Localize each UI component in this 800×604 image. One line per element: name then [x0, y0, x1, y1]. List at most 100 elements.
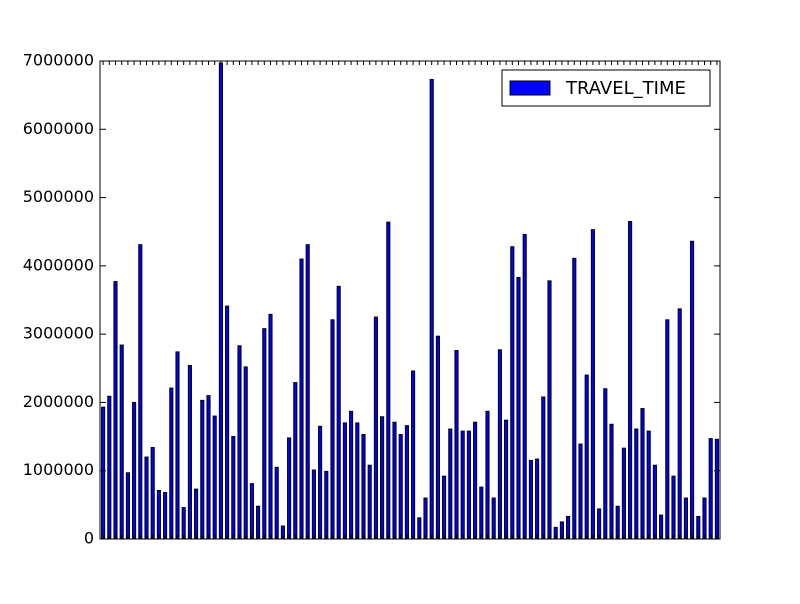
bar	[311, 469, 316, 540]
bar	[150, 446, 155, 540]
bar	[423, 497, 428, 540]
bar	[628, 220, 633, 540]
bar	[113, 281, 118, 540]
bar	[256, 505, 261, 540]
bar	[181, 507, 186, 540]
bar	[572, 257, 577, 540]
bar	[640, 408, 645, 540]
y-tick-label: 5000000	[23, 187, 94, 206]
bar	[442, 475, 447, 540]
bar	[355, 422, 360, 540]
bar	[342, 422, 347, 540]
bar	[156, 490, 161, 540]
bar	[132, 401, 137, 540]
bar	[702, 497, 707, 540]
bar	[380, 416, 385, 540]
plot-frame	[99, 60, 721, 540]
y-tick-label: 0	[84, 529, 94, 548]
bar	[665, 319, 670, 540]
bar	[491, 497, 496, 540]
bar	[163, 492, 168, 540]
bar	[367, 464, 372, 540]
y-tick-label: 4000000	[23, 255, 94, 274]
bar	[336, 285, 341, 540]
bar	[448, 428, 453, 540]
bar	[603, 388, 608, 540]
bar	[107, 395, 112, 540]
bar	[268, 313, 273, 540]
bar	[243, 366, 248, 540]
bar	[373, 316, 378, 540]
y-tick-label: 2000000	[23, 392, 94, 411]
bar	[361, 434, 366, 540]
bar	[225, 305, 230, 540]
legend-swatch	[509, 80, 551, 96]
bar	[485, 410, 490, 540]
bar	[144, 456, 149, 540]
bar	[398, 434, 403, 540]
bar	[597, 508, 602, 540]
bar	[479, 486, 484, 540]
bar	[404, 425, 409, 540]
bar	[138, 244, 143, 540]
bar	[497, 349, 502, 540]
bar	[206, 395, 211, 540]
bar	[541, 396, 546, 540]
bar	[101, 406, 106, 540]
bar	[119, 344, 124, 540]
y-tick-label: 6000000	[23, 119, 94, 138]
bar	[708, 438, 713, 540]
bar	[262, 328, 267, 540]
bar	[200, 399, 205, 540]
bar	[318, 425, 323, 540]
bar	[504, 419, 509, 540]
legend-label: TRAVEL_TIME	[565, 78, 686, 99]
bar	[615, 505, 620, 540]
bar	[466, 430, 471, 540]
bar	[411, 370, 416, 540]
bar	[386, 221, 391, 540]
bar	[429, 78, 434, 540]
bar	[249, 483, 254, 540]
y-tick-label: 7000000	[23, 51, 94, 70]
bar	[584, 374, 589, 540]
bar	[671, 475, 676, 540]
bar	[535, 458, 540, 540]
bar	[392, 421, 397, 540]
bar	[634, 428, 639, 540]
bar	[324, 470, 329, 540]
bar	[237, 345, 242, 540]
bar	[522, 233, 527, 540]
bar	[590, 229, 595, 540]
bar	[218, 62, 223, 540]
bar	[287, 437, 292, 540]
bar	[621, 447, 626, 540]
bar	[187, 365, 192, 540]
y-tick-label: 1000000	[23, 460, 94, 479]
bar	[299, 258, 304, 540]
bar	[714, 438, 719, 540]
bar	[578, 443, 583, 540]
bar	[646, 430, 651, 540]
bar	[212, 415, 217, 540]
bar	[652, 464, 657, 540]
bar	[169, 387, 174, 540]
y-tick-label: 3000000	[23, 324, 94, 343]
bar	[194, 488, 199, 540]
bar	[677, 308, 682, 540]
bar	[175, 351, 180, 540]
bar	[305, 244, 310, 540]
bar	[435, 335, 440, 540]
bar	[330, 319, 335, 540]
bar	[609, 423, 614, 540]
bar	[454, 350, 459, 540]
bar	[349, 410, 354, 540]
bar	[516, 276, 521, 540]
bar	[547, 280, 552, 540]
bar	[460, 430, 465, 540]
bar	[510, 246, 515, 540]
bar	[274, 466, 279, 540]
bar	[231, 436, 236, 540]
bar	[125, 472, 130, 540]
